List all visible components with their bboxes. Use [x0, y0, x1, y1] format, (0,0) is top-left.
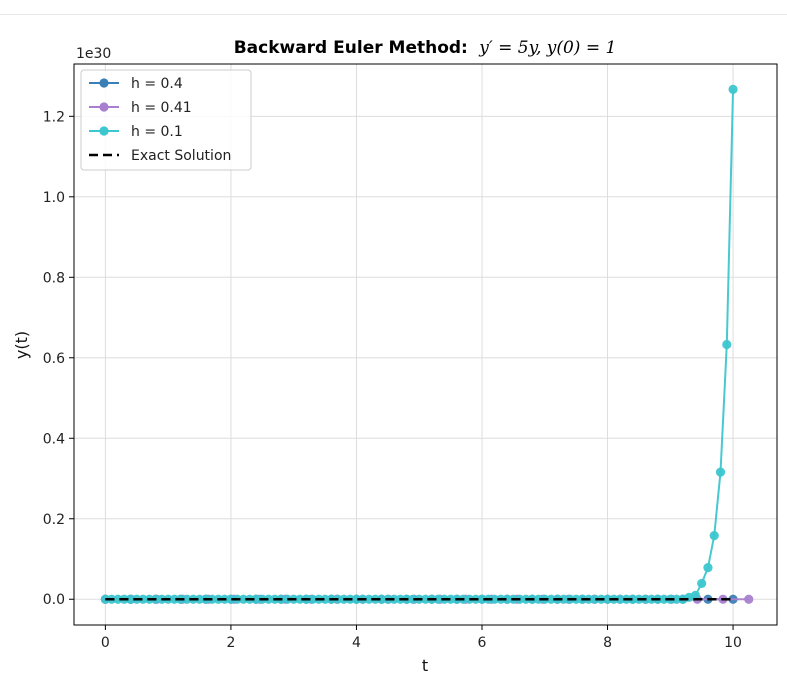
data-point	[744, 594, 754, 604]
x-tick-label: 4	[352, 635, 361, 651]
chart-title-math: y′ = 5y, y(0) = 1	[478, 38, 616, 58]
legend-swatch-marker	[99, 78, 109, 88]
legend-swatch-marker	[99, 126, 109, 136]
data-point	[690, 590, 701, 600]
data-point	[703, 563, 713, 573]
series-layer	[100, 84, 754, 604]
x-tick-label: 8	[603, 635, 612, 651]
legend-swatch-marker	[99, 102, 109, 112]
legend-label: Exact Solution	[131, 148, 231, 164]
data-point	[715, 467, 726, 477]
y-axis-label: y(t)	[12, 331, 31, 359]
legend-label: h = 0.41	[131, 100, 192, 116]
ticks: 0 2 4 6 8 10 0.0 0.2 0.4 0.6 0.8 1.0 1.2	[43, 109, 742, 651]
legend-entry: h = 0.41	[89, 100, 192, 116]
y-tick-label: 1.0	[43, 190, 65, 206]
y-tick-label: 1.2	[43, 109, 65, 125]
y-tick-label: 0.4	[43, 431, 65, 447]
y-tick-label: 0.6	[43, 351, 65, 367]
x-axis-label: t	[422, 656, 428, 675]
data-point	[728, 84, 738, 94]
legend-entry: h = 0.4	[89, 76, 183, 92]
x-tick-label: 6	[478, 635, 487, 651]
chart-title-bold: Backward Euler Method:	[234, 38, 468, 58]
legend-entry: h = 0.1	[89, 124, 183, 140]
legend-box	[80, 69, 252, 171]
y-tick-label: 0.2	[43, 512, 65, 528]
chart-title: Backward Euler Method: y′ = 5y, y(0) = 1	[234, 38, 617, 58]
legend-entry: Exact Solution	[89, 148, 231, 164]
x-tick-label: 10	[724, 635, 742, 651]
legend: h = 0.4 h = 0.41 h = 0.1 Exact Solution	[80, 69, 252, 171]
plot-frame	[73, 63, 778, 626]
y-offset-text: 1e30	[76, 46, 111, 62]
data-point	[722, 339, 732, 350]
x-tick-label: 2	[226, 635, 235, 651]
data-point	[709, 531, 719, 541]
legend-label: h = 0.1	[131, 124, 183, 140]
legend-label: h = 0.4	[131, 76, 183, 92]
y-tick-label: 0.8	[43, 270, 65, 286]
x-tick-label: 0	[101, 635, 110, 651]
data-point	[697, 578, 707, 589]
y-tick-label: 0.0	[43, 592, 65, 608]
top-divider	[0, 14, 787, 15]
